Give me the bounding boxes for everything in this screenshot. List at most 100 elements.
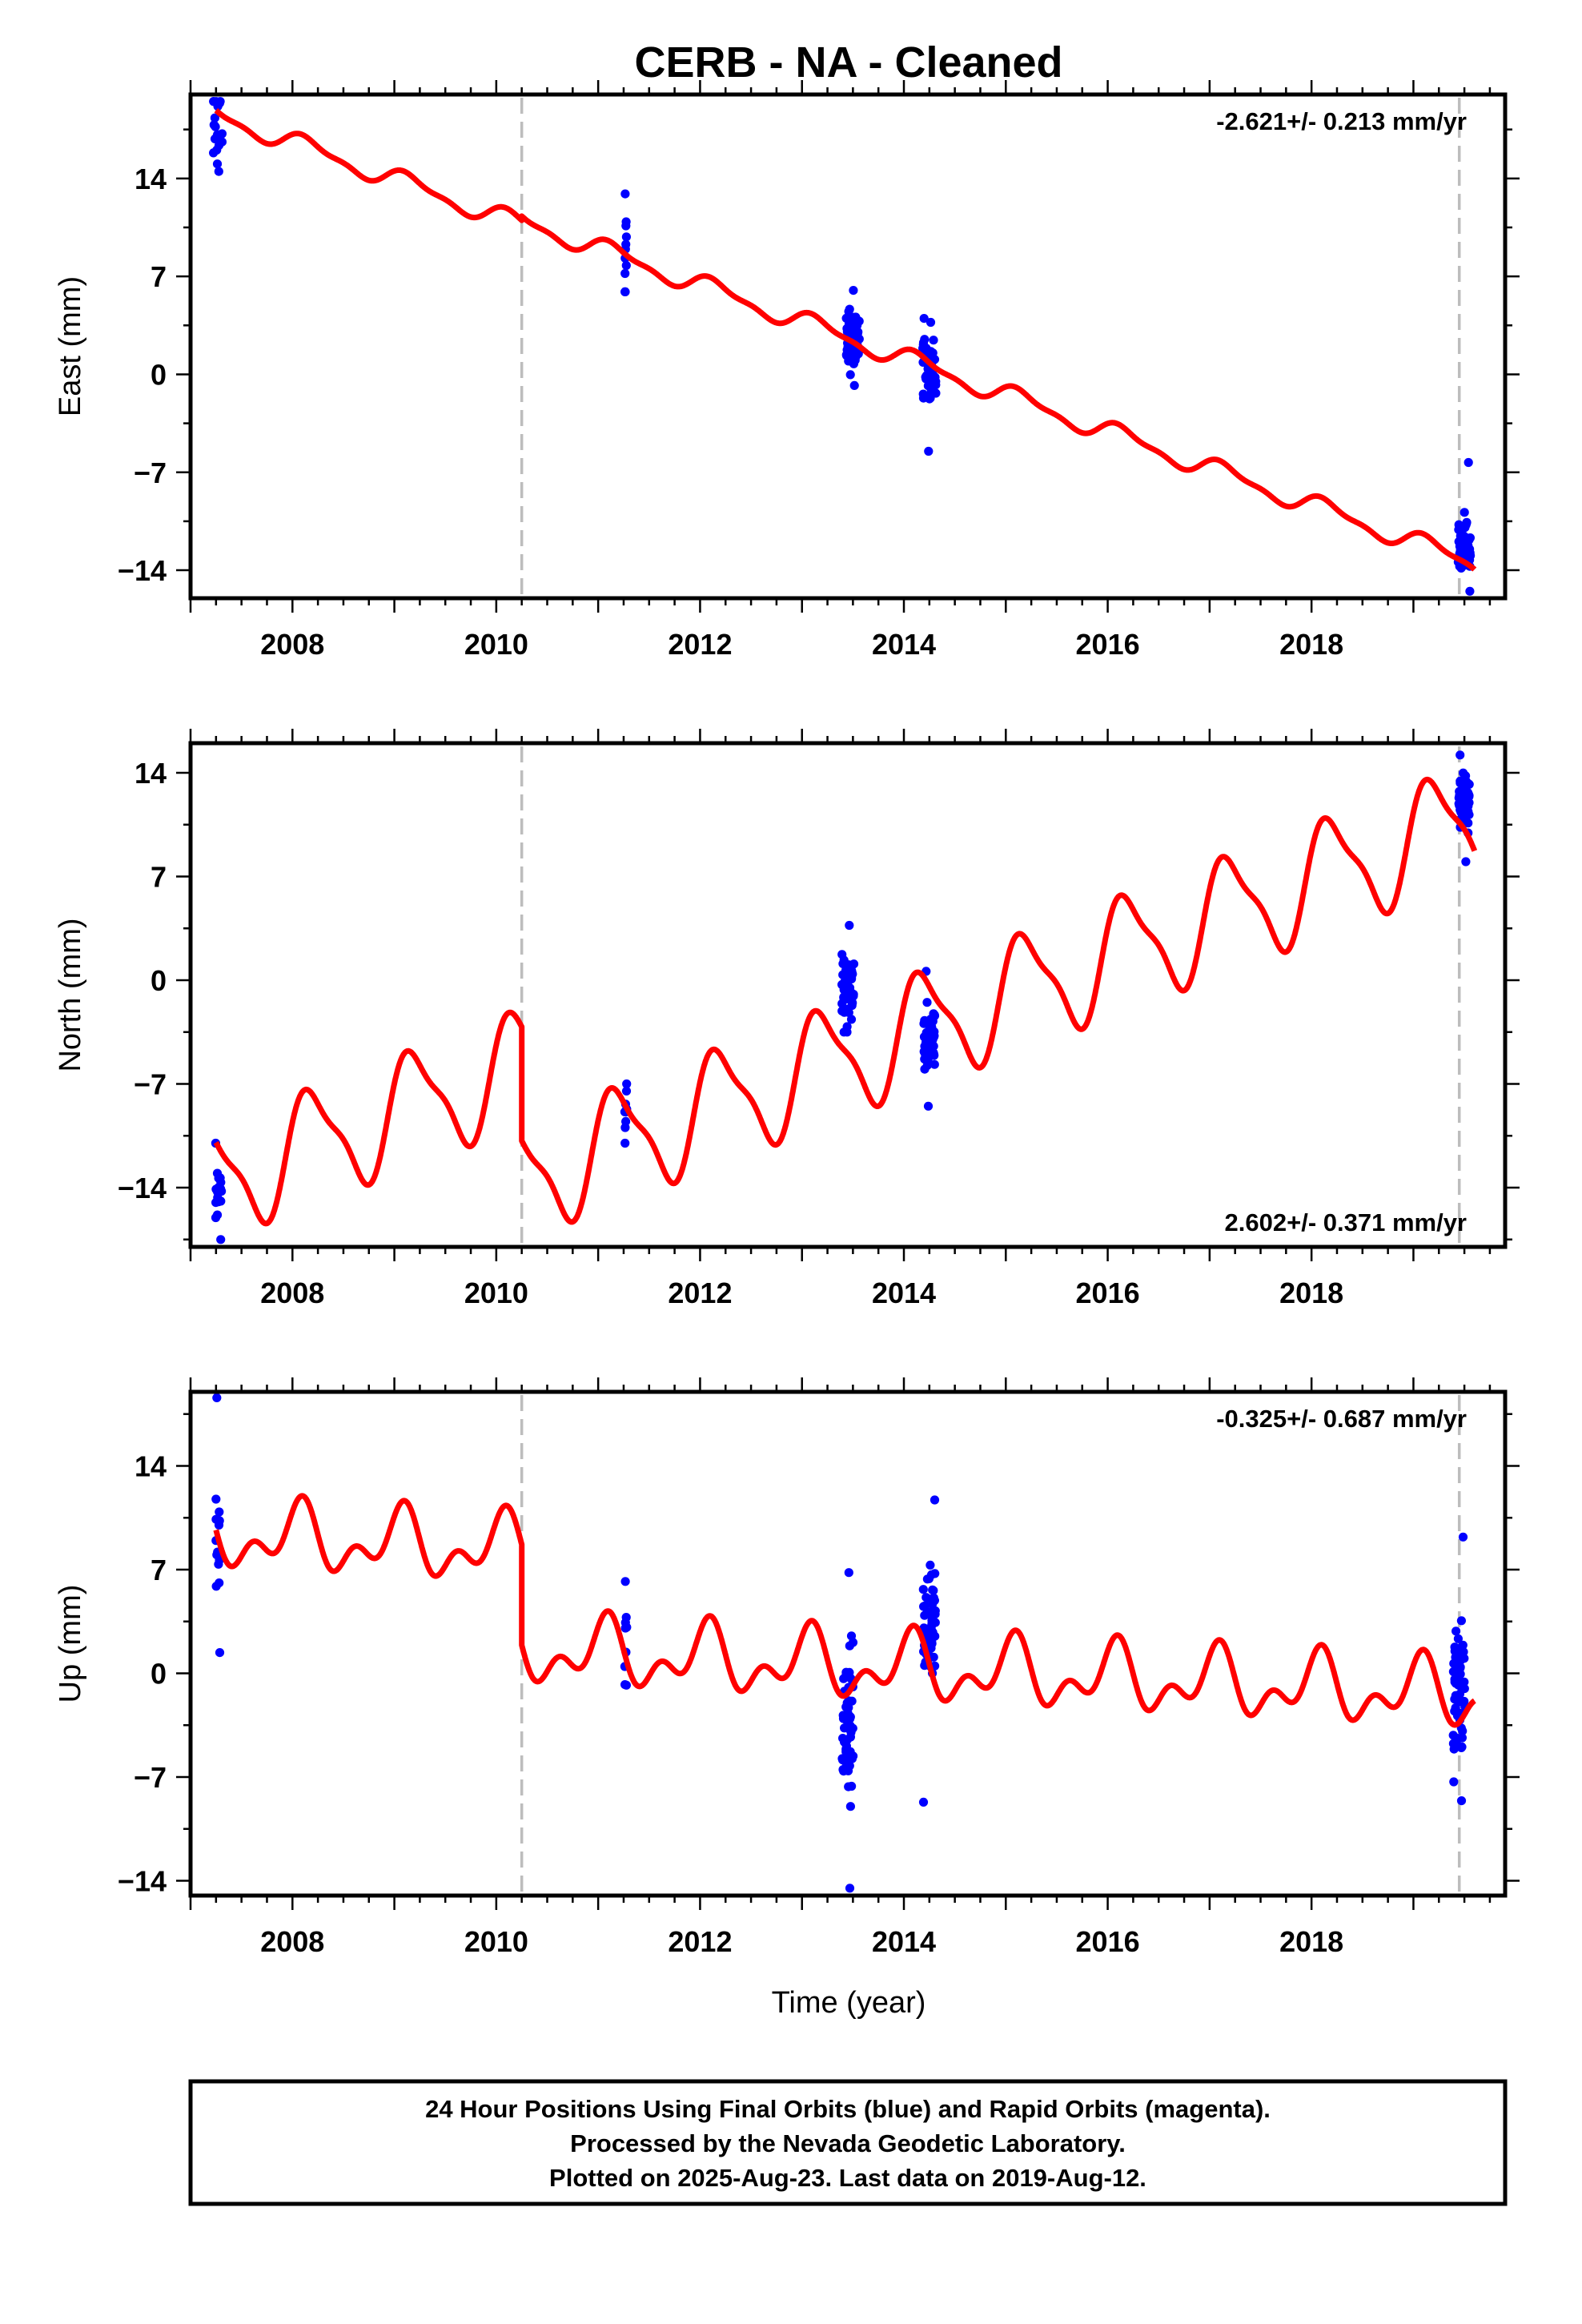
data-point [1452, 1651, 1462, 1660]
data-point [929, 1652, 938, 1662]
data-point [919, 314, 929, 324]
plot-frame [188, 741, 1508, 1249]
data-point [845, 1721, 855, 1731]
data-point [845, 920, 854, 931]
data-point [620, 1138, 630, 1148]
data-point [929, 336, 938, 345]
data-point [1456, 1796, 1467, 1806]
data-point [930, 1059, 939, 1069]
data-point [929, 1593, 938, 1602]
x-tick-label: 2016 [1076, 1277, 1140, 1309]
data-point [1452, 1626, 1461, 1636]
data-point [922, 1606, 932, 1616]
data-point [211, 1212, 221, 1223]
data-point [215, 1648, 225, 1658]
x-tick-label: 2012 [668, 1277, 732, 1309]
x-tick-label: 2010 [464, 628, 528, 661]
data-point [1453, 1740, 1463, 1750]
data-point [210, 113, 219, 123]
data-point [930, 1495, 940, 1505]
data-point [846, 1015, 857, 1024]
data-point [1459, 768, 1468, 778]
data-points-north [211, 750, 1474, 1244]
data-point [212, 145, 222, 155]
data-point [620, 287, 630, 296]
data-point [845, 370, 855, 380]
data-point [216, 1235, 226, 1244]
data-point [621, 221, 631, 231]
y-tick-label: −14 [118, 1865, 167, 1898]
data-point [842, 1027, 852, 1037]
data-point [217, 129, 227, 139]
data-point [215, 1516, 224, 1526]
data-point [842, 967, 852, 977]
data-point [928, 1627, 938, 1637]
footer-line-1: 24 Hour Positions Using Final Orbits (bl… [425, 2095, 1271, 2123]
footer-line-2: Processed by the Nevada Geodetic Laborat… [570, 2129, 1126, 2157]
data-point [621, 1613, 631, 1622]
data-point [927, 1637, 937, 1647]
data-point [920, 1064, 930, 1074]
data-point [849, 359, 858, 368]
data-point [843, 1708, 853, 1718]
data-point [922, 998, 932, 1007]
x-tick-label: 2012 [668, 628, 732, 661]
data-point [1455, 1689, 1464, 1699]
x-tick-label: 2016 [1076, 628, 1140, 661]
panel-east: 2008 2010 2012 2014 2016 2018 14 7 0 −7 −14 East (m… [54, 80, 1520, 661]
data-point [842, 1735, 852, 1744]
data-points-up [211, 1393, 1470, 1893]
data-point [1461, 533, 1471, 543]
y-tick-label: 0 [151, 1658, 167, 1691]
data-point [1464, 457, 1473, 468]
y-tick-label: −14 [118, 554, 167, 587]
y-tick-label: 0 [151, 964, 167, 997]
data-point [621, 239, 631, 249]
data-point [846, 995, 856, 1004]
data-point [212, 1393, 222, 1402]
data-point [838, 1006, 848, 1015]
data-point [844, 1568, 853, 1578]
y-tick-label: 14 [135, 163, 167, 195]
data-point [1456, 1616, 1466, 1626]
data-point [1459, 779, 1468, 789]
x-tick-label: 2014 [872, 1277, 936, 1309]
data-point [620, 1680, 630, 1690]
data-point [215, 1507, 224, 1517]
rate-annotation: 2.602+/- 0.371 mm/yr [1225, 1208, 1467, 1236]
y-axis-label: North (mm) [54, 918, 87, 1072]
data-point [1449, 1777, 1459, 1787]
data-point [921, 344, 931, 353]
data-point [845, 1747, 855, 1756]
data-point [920, 335, 930, 344]
data-point [930, 1569, 940, 1578]
data-point [848, 330, 857, 340]
data-point [930, 1011, 940, 1020]
data-point [212, 159, 223, 169]
data-point [848, 1638, 858, 1647]
data-point [918, 1585, 928, 1594]
x-tick-label: 2008 [260, 1277, 324, 1309]
data-point [620, 1577, 630, 1586]
data-point [212, 1550, 222, 1560]
x-tick-label: 2012 [668, 1925, 732, 1958]
data-point [849, 286, 858, 296]
data-point [1455, 561, 1464, 571]
panel-up: 2008 2010 2012 2014 2016 2018 14 7 0 −7 −14 Up (mm)… [54, 1377, 1520, 1958]
data-point [844, 1782, 853, 1791]
data-point [1461, 521, 1471, 530]
data-point [1460, 794, 1469, 803]
data-point [920, 1041, 930, 1051]
data-point [920, 1032, 930, 1042]
data-point [924, 1574, 934, 1583]
footer-line-3: Plotted on 2025-Aug-23. Last data on 201… [549, 2164, 1146, 2192]
y-tick-label: 14 [135, 1450, 167, 1483]
data-point [921, 1593, 931, 1602]
data-point [620, 189, 630, 199]
data-point [920, 1054, 930, 1064]
data-point [621, 1086, 632, 1096]
data-point [923, 1101, 934, 1111]
data-point [918, 393, 929, 403]
data-point [931, 388, 941, 398]
